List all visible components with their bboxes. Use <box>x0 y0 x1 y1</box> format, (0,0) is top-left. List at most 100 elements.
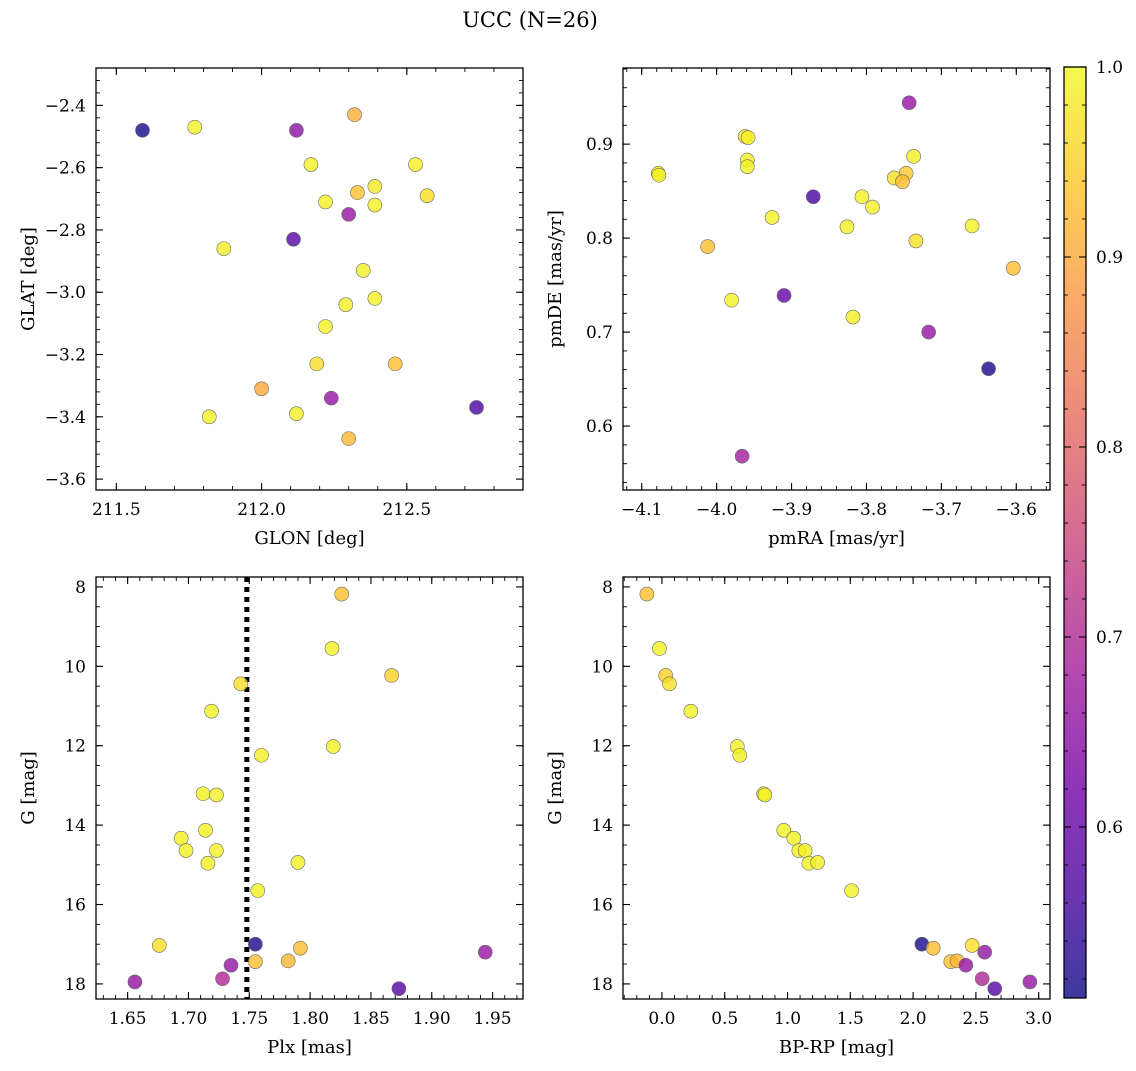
x-tick-label: 1.70 <box>170 1009 208 1029</box>
data-point <box>805 189 821 205</box>
data-point <box>469 400 484 415</box>
y-tick-label: 0.8 <box>586 229 613 249</box>
y-axis-label: G [mag] <box>545 751 566 824</box>
figure-title: UCC (N=26) <box>462 8 598 32</box>
data-point <box>477 944 493 960</box>
y-tick-label: −3.2 <box>45 346 86 366</box>
data-point <box>223 957 239 973</box>
colorbar-tick-label: 0.8 <box>1096 438 1123 458</box>
x-tick-label: 1.0 <box>774 1009 801 1029</box>
data-point <box>895 174 910 190</box>
data-point <box>652 641 667 656</box>
data-point <box>764 210 780 225</box>
y-axis-label: G [mag] <box>18 751 39 824</box>
axes-frame <box>622 576 1051 1000</box>
x-tick-label: 1.85 <box>352 1009 390 1029</box>
axes-frame <box>95 576 524 1000</box>
x-axis-label: Plx [mas] <box>267 1037 352 1058</box>
data-point <box>1005 260 1021 276</box>
x-tick-label: 1.90 <box>413 1009 451 1029</box>
y-tick-label: 18 <box>64 975 86 995</box>
data-point <box>921 324 936 340</box>
data-point <box>908 233 924 249</box>
y-axis-label: pmDE [mas/yr] <box>545 210 566 348</box>
data-point <box>839 219 855 235</box>
data-point <box>987 981 1003 996</box>
colorbar-bar <box>1063 66 1087 999</box>
y-tick-label: −3.0 <box>45 283 86 303</box>
data-point <box>151 938 167 953</box>
data-point <box>289 122 304 138</box>
data-point <box>178 843 194 858</box>
data-point <box>250 883 266 898</box>
colorbar-tick-label: 0.6 <box>1096 818 1123 838</box>
data-point <box>865 199 880 215</box>
data-point <box>639 586 655 602</box>
colorbar-tick-label: 0.9 <box>1096 248 1123 268</box>
data-point <box>303 157 319 172</box>
x-tick-label: 0.5 <box>711 1009 738 1029</box>
x-tick-label: 212.0 <box>237 500 286 520</box>
y-tick-label: 14 <box>64 816 86 836</box>
data-point <box>964 218 980 234</box>
data-point <box>318 194 333 210</box>
data-point <box>662 676 677 692</box>
y-tick-label: 0.7 <box>586 323 613 343</box>
data-point <box>135 122 150 138</box>
data-point <box>408 157 423 172</box>
data-point <box>776 822 792 838</box>
data-point <box>187 119 203 135</box>
data-point <box>324 641 340 656</box>
data-point <box>248 954 263 969</box>
x-axis-label: pmRA [mas/yr] <box>768 528 905 549</box>
y-tick-label: 18 <box>591 975 613 995</box>
data-point <box>198 822 213 838</box>
data-point <box>974 971 990 987</box>
data-point <box>384 668 399 683</box>
data-point <box>318 319 333 334</box>
x-tick-label: 3.0 <box>1025 1009 1052 1029</box>
y-tick-label: 8 <box>602 578 613 598</box>
data-point <box>355 263 371 278</box>
data-point <box>201 409 217 425</box>
x-tick-label: −3.9 <box>771 500 812 520</box>
data-point <box>740 159 755 174</box>
y-tick-label: −2.8 <box>45 221 86 241</box>
data-point <box>367 179 383 194</box>
data-point <box>286 231 301 247</box>
data-point <box>233 676 249 692</box>
x-axis-label: GLON [deg] <box>254 528 364 549</box>
x-tick-label: 1.80 <box>291 1009 329 1029</box>
y-tick-label: 12 <box>591 737 613 757</box>
x-tick-label: −4.0 <box>696 500 737 520</box>
data-point <box>254 381 269 397</box>
data-point <box>289 406 304 421</box>
data-point <box>776 288 792 303</box>
data-point <box>367 291 383 306</box>
data-point <box>700 239 715 254</box>
x-tick-label: 2.0 <box>900 1009 927 1029</box>
panel-bottom-right: 0.0 0.5 1.0 1.5 2.0 2.5 3.0 8 10 12 14 16 18 BP-RP [m… <box>545 576 1052 1058</box>
data-point <box>209 787 224 803</box>
data-point <box>200 855 216 871</box>
x-tick-label: −3.7 <box>921 500 962 520</box>
y-tick-label: 14 <box>591 816 613 836</box>
panel-top-right: −4.1 −4.0 −3.9 −3.8 −3.7 −3.6 0.6 0.7 0.8 0.9 pmRA… <box>545 67 1051 549</box>
axes-frame <box>622 67 1051 491</box>
y-tick-label: 16 <box>64 896 86 916</box>
data-point <box>854 189 870 205</box>
data-point <box>977 944 992 960</box>
x-tick-label: 1.5 <box>837 1009 864 1029</box>
y-tick-label: 12 <box>64 737 86 757</box>
y-tick-label: 10 <box>64 657 86 677</box>
data-point <box>341 207 357 222</box>
data-point <box>127 974 143 990</box>
data-point <box>350 185 365 200</box>
data-point <box>293 940 308 956</box>
x-tick-label: −3.6 <box>996 500 1037 520</box>
data-point <box>844 883 859 898</box>
data-point <box>338 297 354 312</box>
data-point <box>757 787 773 803</box>
data-point <box>724 292 739 308</box>
data-point <box>810 855 825 870</box>
